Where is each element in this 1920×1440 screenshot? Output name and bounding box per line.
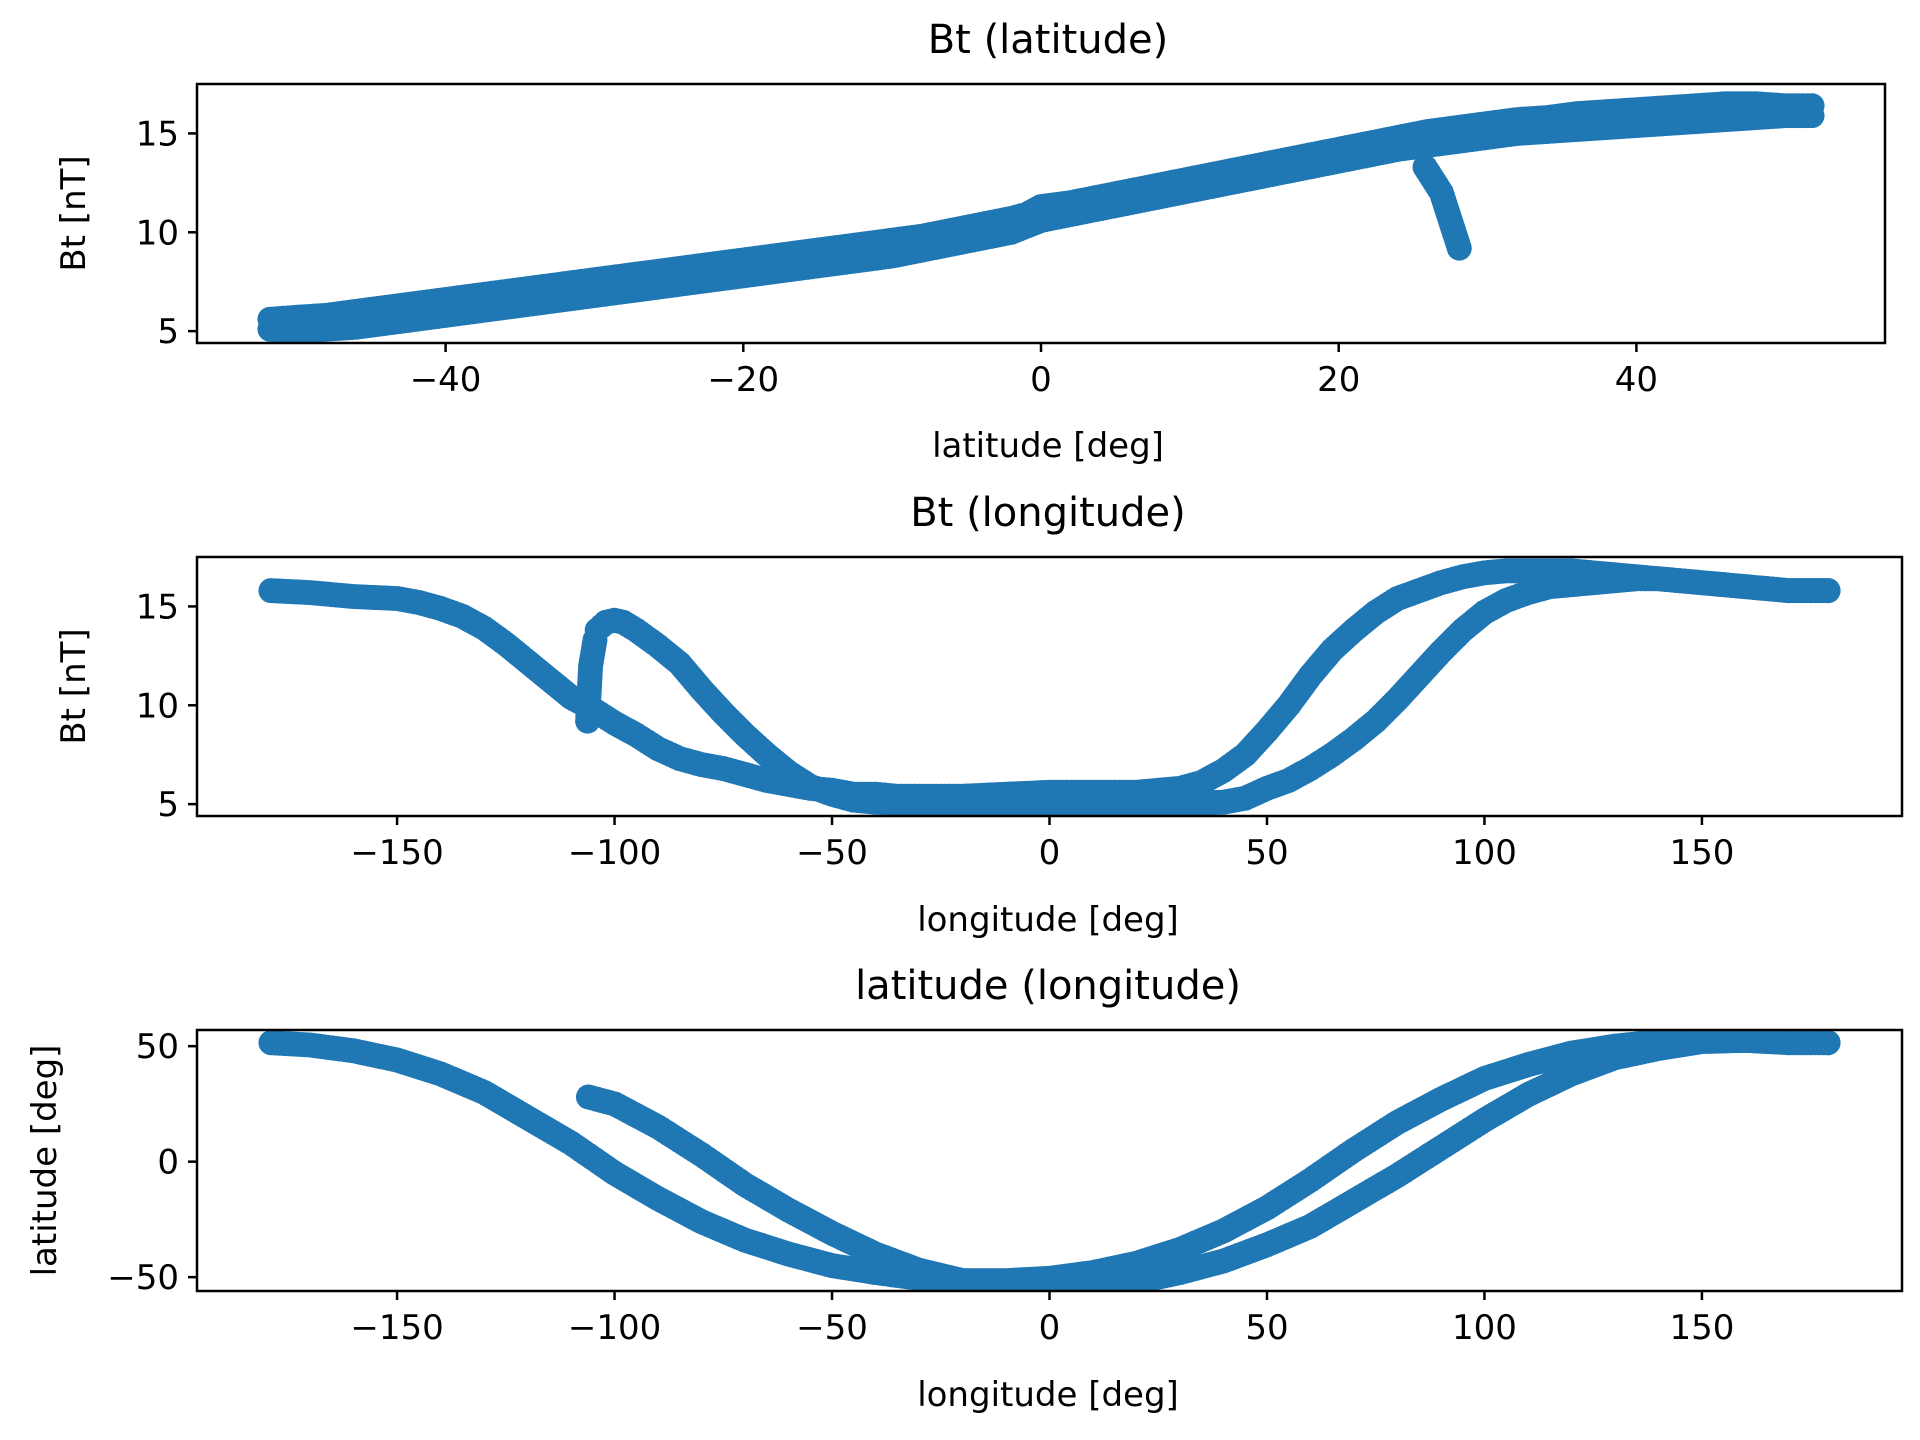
latitude-longitude-panel: latitude (longitude) −150 −100 −50 0 50 100 15… [25, 963, 1904, 1415]
series-1 [575, 1030, 1841, 1291]
y-tick-label: 5 [157, 312, 179, 352]
series-2 [575, 627, 608, 734]
x-tick-label: −100 [568, 833, 661, 873]
y-tick-label: 15 [136, 587, 179, 627]
x-axis-label: latitude [deg] [932, 426, 1164, 466]
x-axis-label: longitude [deg] [917, 900, 1179, 940]
scatter-area [258, 558, 1841, 816]
series-2 [1412, 154, 1472, 261]
tick-group: −40 −20 0 20 40 5 10 15 [136, 114, 1658, 400]
x-tick-label: 100 [1452, 833, 1517, 873]
x-tick-label: 0 [1039, 833, 1061, 873]
series-0 [258, 1030, 1841, 1291]
bt-latitude-panel: Bt (latitude) −40 −20 0 20 40 5 10 15 latitude … [54, 17, 1887, 466]
x-tick-label: 50 [1245, 1308, 1288, 1348]
panel-title: Bt (longitude) [910, 490, 1186, 536]
panel-title: Bt (latitude) [928, 17, 1169, 63]
x-tick-label: 40 [1615, 360, 1658, 400]
x-tick-label: 150 [1669, 833, 1734, 873]
x-tick-label: 50 [1245, 833, 1288, 873]
data-point [575, 708, 601, 734]
x-tick-label: −150 [350, 833, 443, 873]
x-tick-label: 150 [1669, 1308, 1734, 1348]
x-tick-label: 0 [1039, 1308, 1061, 1348]
y-tick-label: 10 [136, 686, 179, 726]
scatter-area [258, 1030, 1841, 1291]
data-point [1446, 235, 1472, 261]
x-tick-label: −150 [350, 1308, 443, 1348]
scatter-area [257, 91, 1825, 343]
x-tick-label: −100 [568, 1308, 661, 1348]
bt-longitude-panel: Bt (longitude) −150 −100 −50 0 50 100 150 5 10 15… [54, 490, 1904, 940]
y-tick-label: 10 [136, 213, 179, 253]
tick-group: −150 −100 −50 0 50 100 150 5 10 15 [136, 587, 1735, 873]
tick-group: −150 −100 −50 0 50 100 150 −50 0 50 [107, 1027, 1734, 1348]
data-point [1815, 1030, 1841, 1056]
x-tick-label: 0 [1030, 360, 1052, 400]
x-tick-label: −50 [796, 1308, 868, 1348]
x-tick-label: 100 [1452, 1308, 1517, 1348]
x-axis-label: longitude [deg] [917, 1375, 1179, 1415]
y-tick-label: 0 [157, 1143, 179, 1183]
y-axis-label: Bt [nT] [54, 628, 94, 744]
x-tick-label: 20 [1317, 360, 1360, 400]
x-tick-label: −50 [796, 833, 868, 873]
y-axis-label: latitude [deg] [25, 1045, 65, 1277]
y-tick-label: 50 [136, 1027, 179, 1067]
x-tick-label: −20 [707, 360, 779, 400]
y-tick-label: −50 [107, 1258, 179, 1298]
y-tick-label: 5 [157, 785, 179, 825]
data-point [1815, 578, 1841, 604]
series-1 [584, 566, 1841, 816]
x-tick-label: −40 [410, 360, 482, 400]
y-tick-label: 15 [136, 114, 179, 154]
data-point [1799, 103, 1825, 129]
y-axis-label: Bt [nT] [54, 155, 94, 271]
series-1 [257, 103, 1825, 343]
panel-title: latitude (longitude) [855, 963, 1241, 1009]
